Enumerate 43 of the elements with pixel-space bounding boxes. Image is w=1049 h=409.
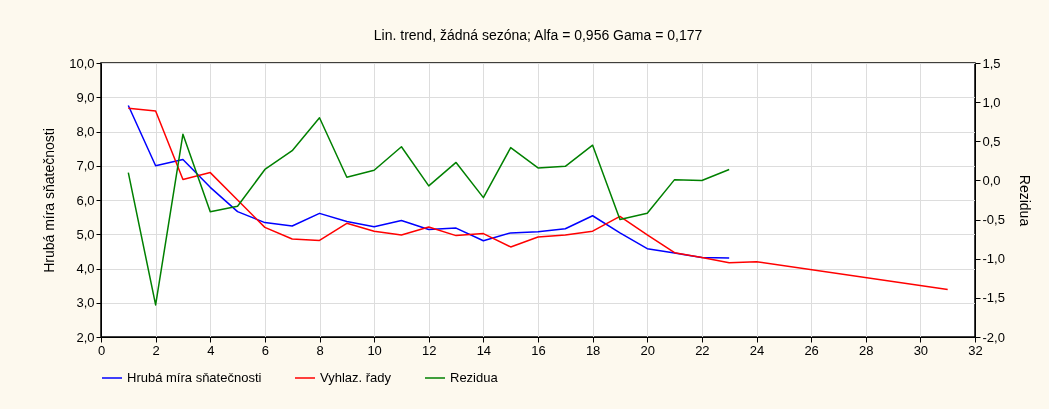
y-tick-label: 4,0 [76, 261, 95, 276]
chart-title: Lin. trend, žádná sezóna; Alfa = 0,956 Gama = 0,177 [373, 27, 703, 43]
y2-tick-label: -1,0 [982, 251, 1005, 267]
x-tick-label: 24 [749, 342, 765, 358]
y-tick-label: 10,0 [69, 55, 95, 71]
x-tick-label: 4 [207, 342, 215, 358]
legend-label: Rezidua [450, 370, 499, 385]
x-tick-label: 30 [913, 342, 929, 358]
y2-tick-label: -2,0 [982, 329, 1005, 345]
y2-tick-label: 1,0 [982, 94, 1001, 110]
y2-tick-label: 0,0 [982, 172, 1001, 188]
x-tick-label: 28 [859, 342, 874, 358]
x-tick-label: 10 [367, 342, 382, 358]
y-tick-label: 6,0 [76, 192, 95, 208]
y2-tick-label: -1,5 [982, 290, 1005, 306]
x-tick-label: 32 [968, 342, 983, 358]
y2-axis-title: Rezidua [1016, 174, 1033, 227]
x-tick-label: 2 [152, 342, 160, 358]
y2-tick-label: 1,5 [982, 55, 1001, 71]
x-tick-label: 8 [316, 342, 324, 358]
line-series [127, 104, 730, 259]
y-tick-label: 8,0 [76, 124, 95, 139]
y2-tick-label: -0,5 [982, 212, 1005, 228]
x-tick-label: 18 [585, 342, 601, 358]
x-tick-label: 16 [531, 342, 546, 358]
line-series [127, 107, 949, 291]
y-tick-label: 2,0 [76, 329, 95, 345]
x-tick-label: 12 [422, 342, 437, 358]
y-tick-label: 9,0 [76, 89, 95, 105]
x-tick-label: 22 [695, 342, 710, 358]
x-tick-label: 26 [804, 342, 819, 358]
y-tick-label: 7,0 [76, 158, 95, 174]
line-series [127, 117, 730, 306]
legend-label: Vyhlaz. řady [320, 370, 392, 385]
legend-label: Hrubá míra sňatečnosti [127, 370, 262, 385]
y2-tick-label: 0,5 [982, 133, 1001, 149]
x-tick-label: 6 [261, 342, 269, 358]
y-tick-label: 5,0 [76, 226, 95, 242]
x-tick-label: 20 [640, 342, 655, 358]
x-tick-label: 0 [97, 342, 106, 358]
x-tick-label: 14 [476, 342, 492, 358]
y-tick-label: 3,0 [76, 295, 95, 311]
y-axis-title: Hrubá míra sňatečnosti [41, 128, 58, 273]
